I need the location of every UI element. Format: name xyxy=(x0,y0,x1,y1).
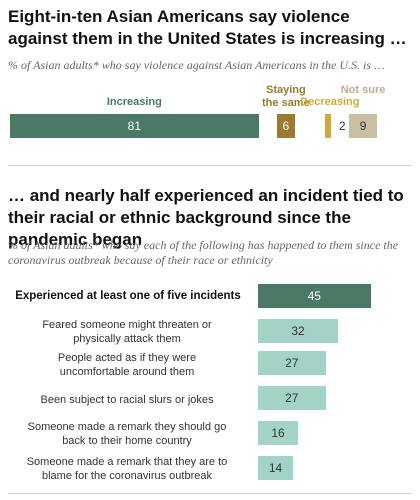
category-label: Increasing xyxy=(106,96,162,108)
bar-2 xyxy=(258,351,326,375)
section-divider xyxy=(8,165,412,166)
bar-segment-3 xyxy=(349,114,377,138)
row-label: Someone made a remark that they are to b… xyxy=(26,456,228,482)
data-label: 6 xyxy=(282,119,290,133)
row-label: People acted as if they were uncomfortab… xyxy=(57,352,197,378)
data-label: 81 xyxy=(127,119,141,133)
bar-segment-1 xyxy=(276,114,296,138)
data-label: 2 xyxy=(338,119,346,133)
category-label: Staying the same xyxy=(262,84,310,109)
data-label: 9 xyxy=(359,119,367,133)
stacked-bar-chart: Increasing 81 Staying the same 6 Decreasing 2… xyxy=(0,0,420,160)
category-label: Not sure xyxy=(340,84,386,96)
bar-4 xyxy=(258,421,298,445)
category-label: Decreasing xyxy=(300,96,360,108)
bar-segment-0 xyxy=(10,114,259,138)
bar-0 xyxy=(258,284,371,308)
data-label: 32 xyxy=(291,324,305,338)
section2-subtitle: % of Asian adults* who say each of the f… xyxy=(8,238,399,267)
section2-title: … and nearly half experienced an inciden… xyxy=(8,186,404,249)
section1-title: Eight-in-ten Asian Americans say violenc… xyxy=(8,7,407,48)
data-label: 14 xyxy=(268,461,283,475)
data-label: 16 xyxy=(271,426,285,440)
bar-segment-2 xyxy=(325,114,332,138)
bar-3 xyxy=(258,386,326,410)
row-label: Feared someone might threaten or physica… xyxy=(42,319,212,345)
row-label: Experienced at least one of five inciden… xyxy=(15,290,241,302)
row-label: Been subject to racial slurs or jokes xyxy=(40,394,214,406)
section1-subtitle: % of Asian adults* who say violence agai… xyxy=(8,58,385,72)
bottom-divider xyxy=(8,493,412,494)
data-label: 27 xyxy=(285,356,299,370)
row-label: Someone made a remark they should go bac… xyxy=(27,421,227,447)
bar-5 xyxy=(258,456,293,480)
data-label: 27 xyxy=(285,391,299,405)
data-label: 45 xyxy=(307,289,321,303)
bar-1 xyxy=(258,319,338,343)
